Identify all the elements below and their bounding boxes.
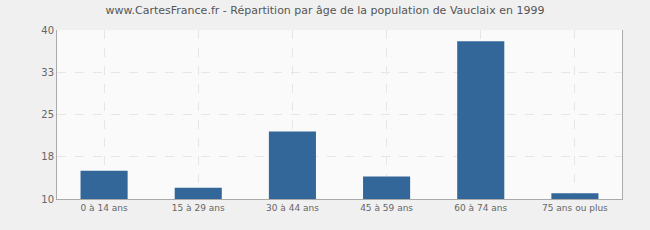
svg-text:30 à 44 ans: 30 à 44 ans <box>266 203 319 213</box>
svg-text:75 ans ou plus: 75 ans ou plus <box>542 203 608 213</box>
svg-text:33: 33 <box>41 67 54 78</box>
svg-text:25: 25 <box>41 109 54 120</box>
svg-text:15 à 29 ans: 15 à 29 ans <box>172 203 225 213</box>
svg-text:60 à 74 ans: 60 à 74 ans <box>454 203 507 213</box>
svg-text:www.CartesFrance.fr - Répartit: www.CartesFrance.fr - Répartition par âg… <box>106 4 545 17</box>
svg-text:40: 40 <box>41 25 54 36</box>
svg-text:45 à 59 ans: 45 à 59 ans <box>360 203 413 213</box>
svg-text:10: 10 <box>41 194 54 205</box>
svg-text:18: 18 <box>41 151 54 162</box>
svg-text:0 à 14 ans: 0 à 14 ans <box>80 203 127 213</box>
